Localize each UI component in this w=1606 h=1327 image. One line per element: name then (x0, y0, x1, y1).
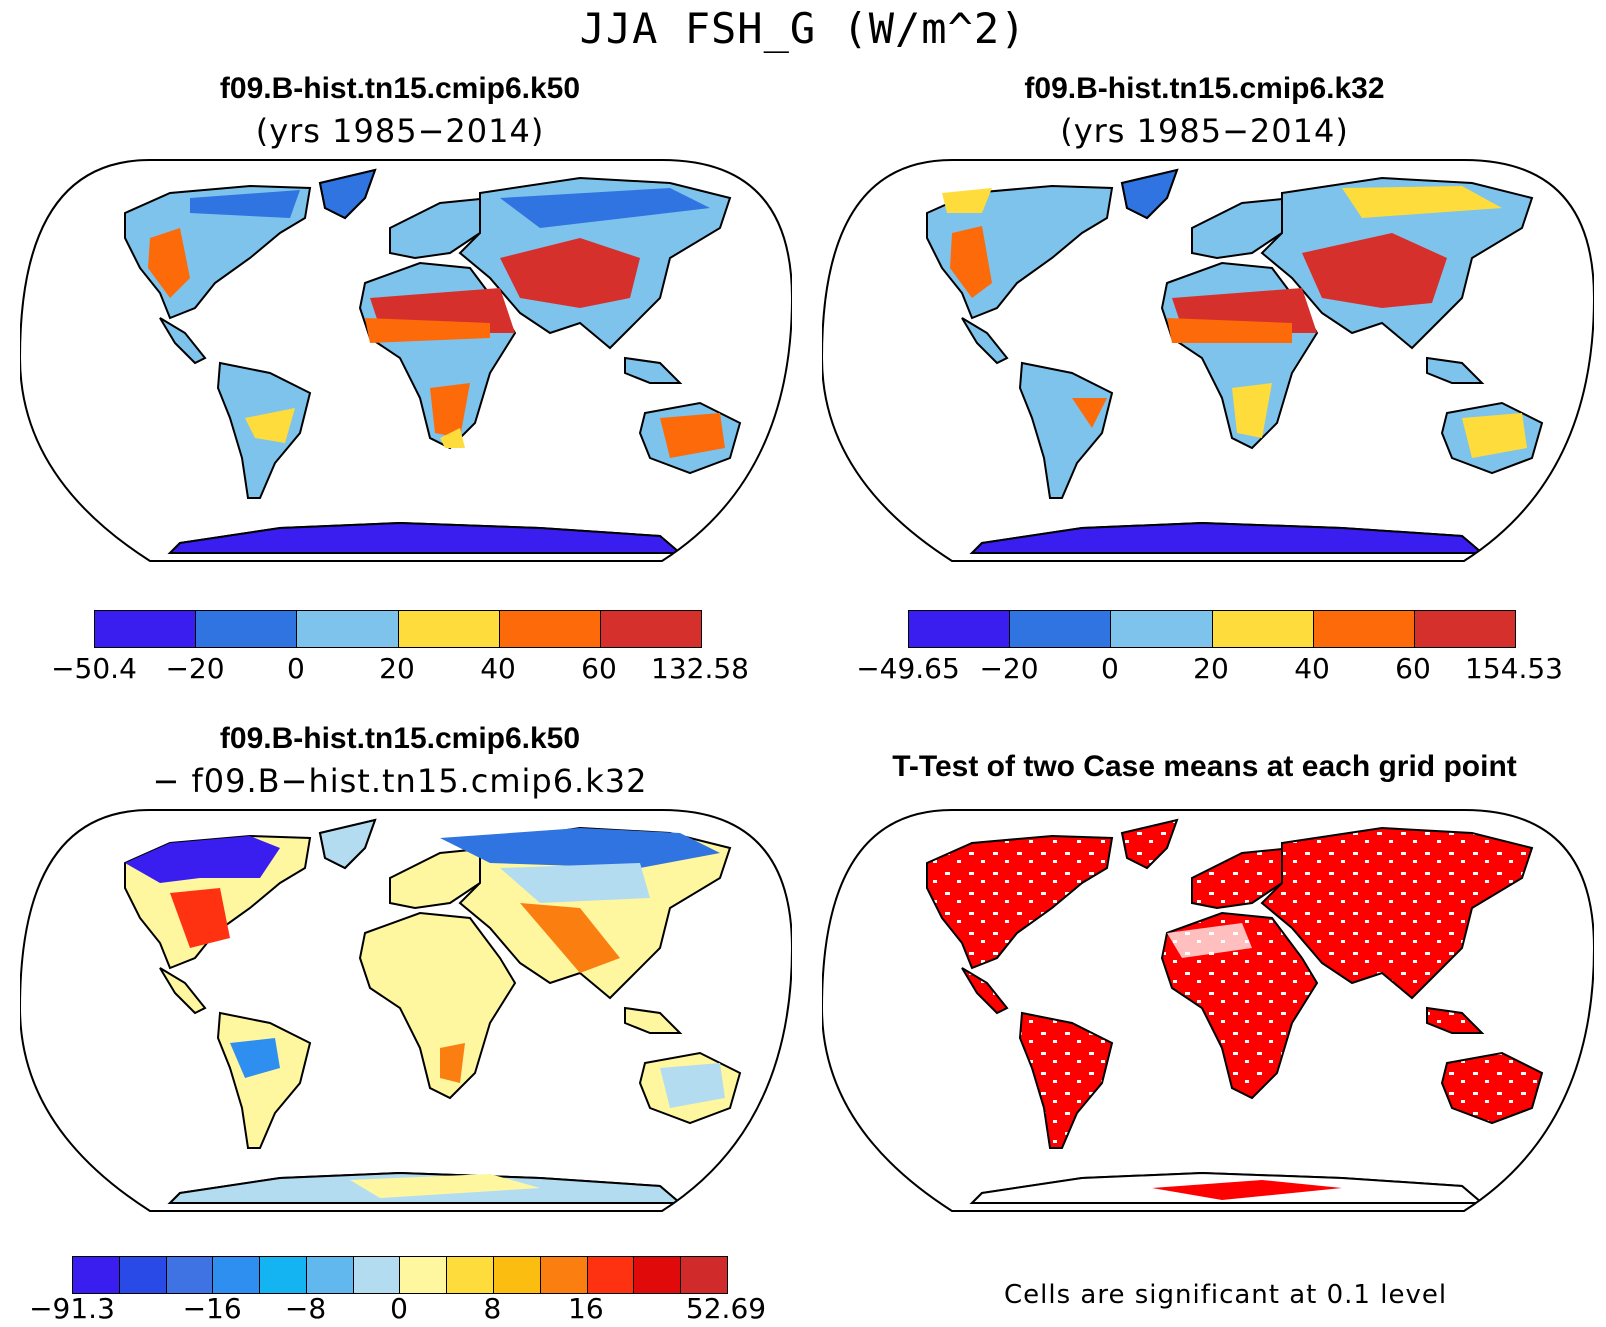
colorbar-tick-label: 60 (581, 652, 617, 685)
colorbar-tick-label: −8 (284, 1292, 327, 1325)
colorbar-segment (260, 1257, 307, 1293)
colorbar-segment (600, 611, 702, 647)
colorbar-segment (400, 1257, 448, 1293)
colorbar-top-left (94, 610, 702, 648)
map-top-left (20, 159, 792, 562)
colorbar-tick-label: 52.69 (685, 1292, 767, 1325)
colorbar-labels-top-left: −50.4 −20 0 20 40 60 132.58 (51, 652, 749, 686)
colorbar-segment (681, 1257, 727, 1293)
colorbar-tick-label: 0 (287, 652, 305, 685)
colorbar-segment (634, 1257, 682, 1293)
colorbar-tick-label: 154.53 (1465, 652, 1563, 685)
panel-title-bottom-left: f09.B-hist.tn15.cmip6.k50 (219, 722, 581, 755)
colorbar-tick-label: −20 (165, 652, 225, 685)
colorbar-segment (398, 611, 500, 647)
colorbar-tick-label: −91.3 (29, 1292, 115, 1325)
colorbar-segment (119, 1257, 167, 1293)
colorbar-labels-top-right: −49.65 −20 0 20 40 60 154.53 (856, 652, 1563, 686)
colorbar-tick-label: 8 (483, 1292, 502, 1325)
colorbar-segment (540, 1257, 588, 1293)
colorbar-tick-label: 132.58 (651, 652, 749, 685)
map-bottom-right (822, 809, 1594, 1212)
map-top-right (822, 159, 1594, 562)
panel-title-bottom-right: T-Test of two Case means at each grid po… (892, 750, 1517, 783)
colorbar-tick-label: −49.65 (856, 652, 960, 685)
colorbar-tick-label: 0 (1101, 652, 1119, 685)
colorbar-segment (196, 611, 298, 647)
colorbar-tick-label: 40 (1294, 652, 1330, 685)
colorbar-segment (213, 1257, 261, 1293)
colorbar-segment (1010, 611, 1112, 647)
panel-subtitle-top-right: (yrs 1985−2014) (1060, 112, 1349, 150)
colorbar-segment (494, 1257, 541, 1293)
colorbar-tick-label: −50.4 (51, 652, 137, 685)
colorbar-segment (447, 1257, 495, 1293)
panel-title-top-right: f09.B-hist.tn15.cmip6.k32 (1024, 72, 1385, 105)
central-asia-region (500, 238, 640, 308)
colorbar-tick-label: 0 (390, 1292, 408, 1325)
map-bottom-left (20, 809, 792, 1212)
colorbar-segment (1111, 611, 1213, 647)
colorbar-tick-label: −16 (182, 1292, 242, 1325)
colorbar-tick-label: 20 (1193, 652, 1229, 685)
colorbar-segment (587, 1257, 635, 1293)
colorbar-segment (95, 611, 197, 647)
colorbar-segment (73, 1257, 120, 1293)
colorbar-segment (909, 611, 1011, 647)
colorbar-tick-label: 60 (1395, 652, 1431, 685)
colorbar-tick-label: 16 (568, 1292, 604, 1325)
panel-subtitle-bottom-left: − f09.B−hist.tn15.cmip6.k32 (152, 762, 648, 800)
colorbar-segment (166, 1257, 214, 1293)
figure-title: JJA FSH_G (W/m^2) (579, 4, 1027, 53)
panel-subtitle-top-left: (yrs 1985−2014) (255, 112, 545, 150)
colorbar-segment (1313, 611, 1415, 647)
colorbar-tick-label: 40 (480, 652, 516, 685)
colorbar-segment (499, 611, 601, 647)
colorbar-labels-bottom-left: −91.3 −16 −8 0 8 16 52.69 (29, 1292, 766, 1326)
colorbar-segment (306, 1257, 354, 1293)
colorbar-top-right (908, 610, 1516, 648)
significance-note: Cells are significant at 0.1 level (1004, 1280, 1448, 1310)
colorbar-segment (297, 611, 399, 647)
panel-title-top-left: f09.B-hist.tn15.cmip6.k50 (219, 72, 581, 105)
colorbar-segment (353, 1257, 401, 1293)
colorbar-bottom-left (72, 1256, 728, 1294)
colorbar-segment (1414, 611, 1516, 647)
colorbar-tick-label: −20 (979, 652, 1039, 685)
colorbar-segment (1212, 611, 1314, 647)
colorbar-tick-label: 20 (379, 652, 415, 685)
